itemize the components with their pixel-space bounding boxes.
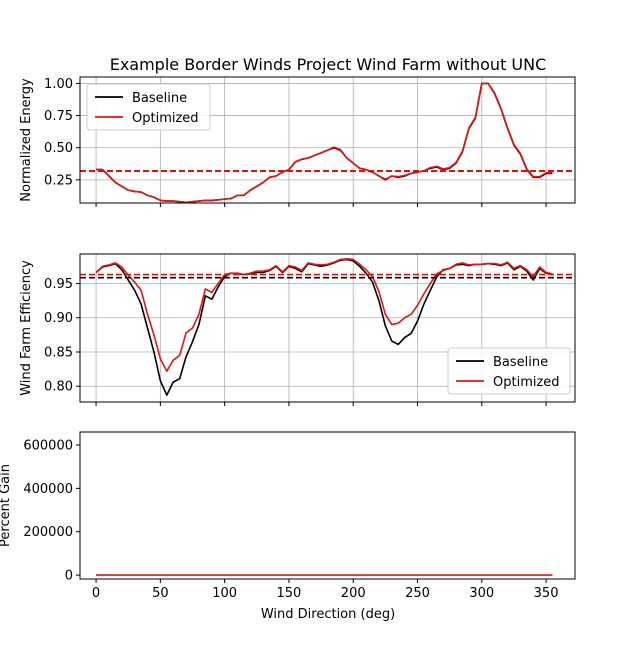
axes-frame xyxy=(79,76,576,204)
y-tick-label: 400000 xyxy=(23,482,73,497)
x-tick-label: 0 xyxy=(92,586,100,601)
panel-3: 0 50 100 150 200 250 300 350 0 200000 400000 600000… xyxy=(0,431,576,601)
axes-frame xyxy=(79,253,576,403)
series-line-optimized xyxy=(96,82,553,203)
legend-label-baseline: Baseline xyxy=(493,355,548,370)
y-tick-label: 0.90 xyxy=(44,311,73,326)
legend-frame xyxy=(447,347,571,395)
y-tick-label: 0.75 xyxy=(44,109,73,124)
chart-title: Example Border Winds Project Wind Farm w… xyxy=(110,55,547,74)
x-axis-label: Wind Direction (deg) xyxy=(261,607,395,622)
x-tick-label: 200 xyxy=(341,586,366,601)
y-axis-label-3: Percent Gain xyxy=(0,464,13,547)
x-tick-label: 300 xyxy=(469,586,494,601)
axes-frame xyxy=(79,431,576,580)
legend: Baseline Optimized xyxy=(86,83,211,131)
y-axis-label-2: Wind Farm Efficiency xyxy=(19,260,34,396)
plot-area xyxy=(80,257,575,396)
y-tick-label: 0.50 xyxy=(44,141,73,156)
x-tick-label: 250 xyxy=(405,586,430,601)
legend-label-optimized: Optimized xyxy=(493,375,560,390)
series-line-optimized xyxy=(95,257,553,372)
legend: Baseline Optimized xyxy=(447,347,571,395)
x-tick-label: 100 xyxy=(212,586,237,601)
y-tick-label: 0 xyxy=(65,569,73,584)
panel-2: 0.80 0.85 0.90 0.95 Wind Farm Efficiency Base… xyxy=(19,253,576,406)
x-tick-label: 350 xyxy=(534,586,559,601)
y-axis-label-1: Normalized Energy xyxy=(19,78,34,202)
panel-1: 0.25 0.50 0.75 1.00 Normalized Energy Baselin… xyxy=(19,76,576,207)
y-tick-label: 1.00 xyxy=(44,77,73,92)
chart-panels: 0.25 0.50 0.75 1.00 Normalized Energy Baselin… xyxy=(0,76,576,601)
y-tick-label: 0.95 xyxy=(44,277,73,292)
y-tick-label: 0.25 xyxy=(44,173,73,188)
legend-label-baseline: Baseline xyxy=(132,91,187,106)
y-tick-label: 0.80 xyxy=(44,380,73,395)
y-tick-label: 600000 xyxy=(23,439,73,454)
y-tick-label: 0.85 xyxy=(44,345,73,360)
plot-area xyxy=(80,82,575,203)
y-tick-label: 200000 xyxy=(23,525,73,540)
legend-frame xyxy=(86,83,211,131)
x-tick-label: 150 xyxy=(277,586,302,601)
legend-label-optimized: Optimized xyxy=(132,111,199,126)
x-tick-label: 50 xyxy=(152,586,169,601)
